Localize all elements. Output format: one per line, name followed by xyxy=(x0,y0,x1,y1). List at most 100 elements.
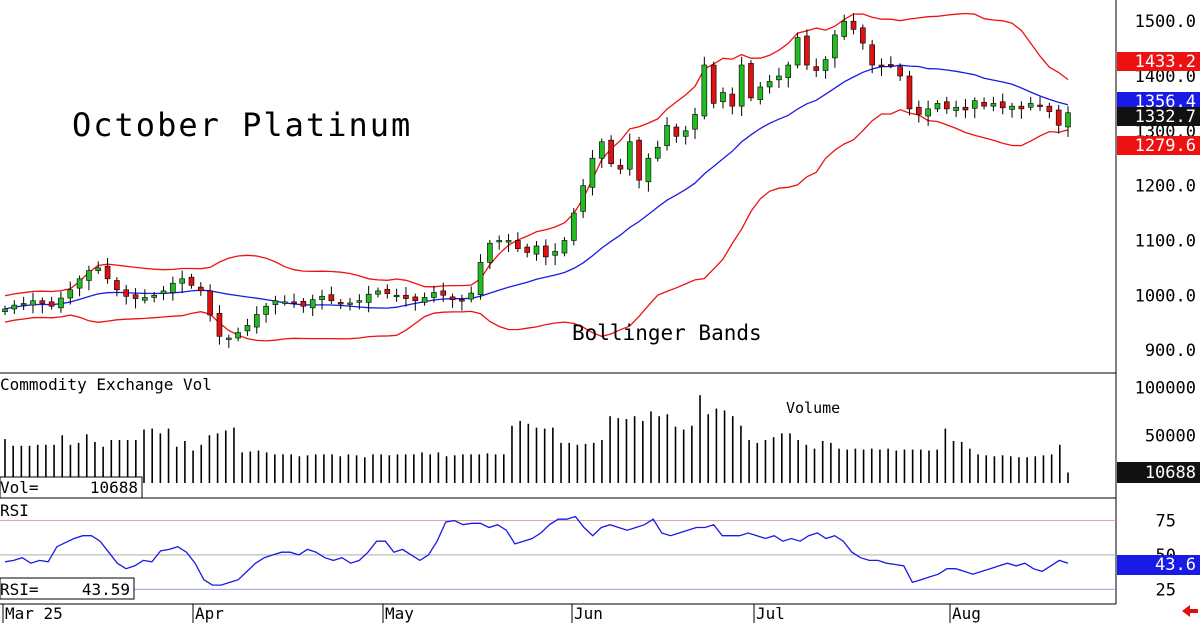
candle xyxy=(431,285,437,303)
candle xyxy=(114,277,120,297)
volume-readout-label: Vol= xyxy=(0,478,39,497)
volume-bars xyxy=(4,395,1069,483)
candle xyxy=(1018,101,1025,119)
candle xyxy=(365,285,372,313)
candle xyxy=(533,240,540,261)
candles xyxy=(2,12,1071,348)
candle xyxy=(11,300,18,314)
last-close-badge: 1332.7 xyxy=(1135,107,1196,127)
x-axis: Mar 25 Apr May Jun Jul Aug xyxy=(2,604,981,623)
candle xyxy=(263,302,269,323)
candle xyxy=(253,306,260,334)
candle xyxy=(412,293,419,311)
bollinger-annotation: Bollinger Bands xyxy=(572,321,762,345)
volume-tick-labels: 100000 50000 xyxy=(1135,379,1196,447)
price-tick-label: 1500.0 xyxy=(1135,12,1196,32)
candle xyxy=(225,334,232,348)
candle xyxy=(244,318,251,336)
candle xyxy=(897,63,903,81)
rsi-tick-label: 25 xyxy=(1156,580,1176,600)
candle xyxy=(757,82,764,105)
candle xyxy=(776,67,782,89)
candle xyxy=(673,123,680,143)
candle xyxy=(888,56,894,69)
candle xyxy=(1027,96,1034,111)
candle xyxy=(39,297,46,314)
value-badges: 1433.2 1356.4 1332.7 1279.6 10688 43.6 xyxy=(1117,52,1200,575)
candle xyxy=(300,298,307,313)
candle xyxy=(869,39,875,74)
last-close-badge-bg xyxy=(1117,107,1200,126)
upper-band-line xyxy=(4,12,1069,297)
candle xyxy=(990,96,997,112)
x-axis-label: Aug xyxy=(952,604,981,623)
rsi-tick-label: 75 xyxy=(1156,512,1176,532)
left-arrow-icon[interactable] xyxy=(1182,605,1198,617)
candle xyxy=(104,257,111,284)
candle xyxy=(272,295,279,315)
candle xyxy=(440,282,447,302)
candle xyxy=(1065,106,1071,137)
volume-readout-value: 10688 xyxy=(90,478,138,497)
candle xyxy=(48,296,55,310)
candle xyxy=(580,179,586,218)
candle xyxy=(813,58,820,78)
candle xyxy=(645,153,652,192)
volume-panel-label: Commodity Exchange Vol xyxy=(0,375,212,394)
volume-badge-bg xyxy=(1117,462,1200,483)
candle xyxy=(487,239,493,269)
candle xyxy=(794,32,801,69)
candle xyxy=(832,29,838,68)
candle xyxy=(1037,96,1043,112)
candle xyxy=(561,237,568,257)
candle xyxy=(58,291,64,313)
candle xyxy=(720,87,726,109)
rsi-badge-bg xyxy=(1117,555,1200,575)
x-axis-label: May xyxy=(385,604,414,623)
candle xyxy=(421,292,428,306)
volume-annotation: Volume xyxy=(786,399,840,417)
candle xyxy=(477,254,484,300)
candle xyxy=(319,289,325,310)
candle xyxy=(123,284,130,305)
candle xyxy=(291,293,297,308)
candle xyxy=(934,100,941,113)
candle xyxy=(664,117,670,151)
candle xyxy=(906,71,913,116)
candle xyxy=(235,327,241,342)
candle xyxy=(822,56,829,79)
candle xyxy=(1009,102,1015,118)
candle xyxy=(309,294,316,317)
candle xyxy=(132,288,139,309)
candle xyxy=(1046,102,1053,119)
volume-tick-label: 100000 xyxy=(1135,379,1196,399)
candle xyxy=(636,136,642,189)
candle xyxy=(785,61,792,88)
candle xyxy=(281,295,288,306)
candle xyxy=(403,287,409,307)
candle xyxy=(515,232,521,252)
candle xyxy=(1055,105,1062,134)
upper-band-badge-bg xyxy=(1117,52,1200,71)
candle xyxy=(981,97,987,110)
candle xyxy=(198,282,204,296)
candle xyxy=(524,243,530,258)
candle xyxy=(608,135,614,167)
candle xyxy=(589,150,596,196)
price-tick-label: 900.0 xyxy=(1145,341,1196,361)
price-tick-label: 1100.0 xyxy=(1135,231,1196,251)
rsi-badge: 43.6 xyxy=(1155,555,1196,575)
candle xyxy=(347,298,353,311)
candle xyxy=(30,292,36,314)
candle xyxy=(496,235,503,250)
x-axis-label: Jul xyxy=(756,604,785,623)
candle xyxy=(468,286,475,303)
rsi-readout-value: 43.59 xyxy=(82,580,130,599)
rsi-readout-box xyxy=(0,577,135,600)
candle xyxy=(841,14,848,40)
candle xyxy=(393,288,400,302)
candle xyxy=(916,100,922,123)
candle xyxy=(170,276,176,301)
middle-band-badge-bg xyxy=(1117,92,1200,111)
